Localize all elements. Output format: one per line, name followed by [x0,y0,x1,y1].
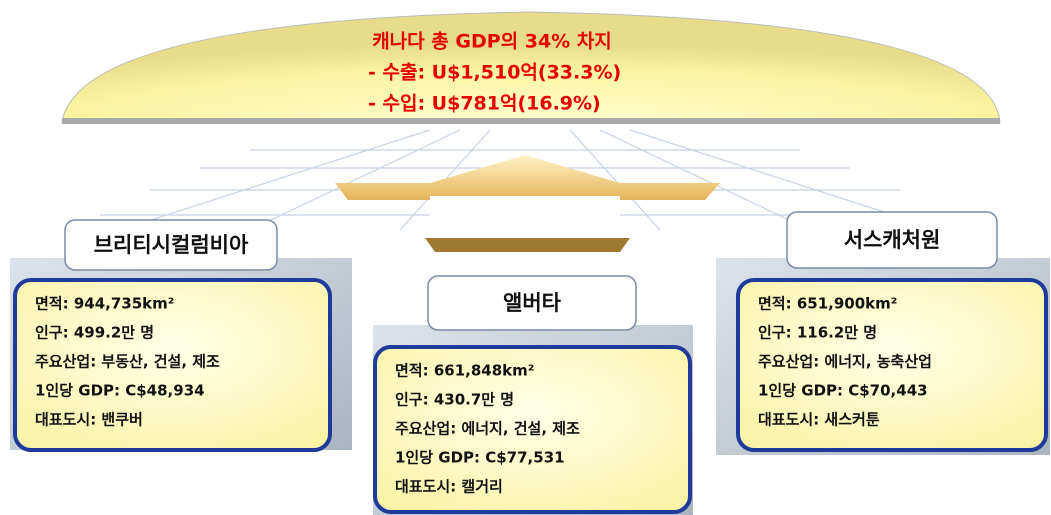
province-detail: 주요산업: 에너지, 건설, 제조 [395,420,580,438]
province-detail: 1인당 GDP: C$70,443 [758,382,928,400]
info-card [373,345,692,514]
header-line: 캐나다 총 GDP의 34% 차지 [372,31,612,53]
province-detail: 1인당 GDP: C$48,934 [35,382,205,400]
province-detail: 주요산업: 에너지, 농축산업 [758,353,932,371]
title-box [64,219,278,271]
province-name: 서스캐처원 [844,228,941,252]
province-detail: 대표도시: 캘거리 [395,478,503,496]
arrow-base [425,238,630,252]
province-detail: 면적: 944,735km² [35,295,174,313]
province-detail: 면적: 661,848km² [395,362,534,380]
province-name: 앨버타 [503,291,562,315]
title-box [427,275,637,331]
province-detail: 면적: 651,900km² [758,295,897,313]
province-detail: 인구: 430.7만 명 [395,391,514,409]
dome-base [62,118,1000,124]
province-detail: 인구: 116.2만 명 [758,324,877,342]
arrow-gap [430,196,620,238]
title-box [786,211,998,269]
province-detail: 대표도시: 밴쿠버 [35,411,143,429]
province-detail: 1인당 GDP: C$77,531 [395,449,565,467]
province-detail: 인구: 499.2만 명 [35,324,154,342]
province-detail: 대표도시: 새스커툰 [758,411,880,429]
info-card [736,278,1048,452]
info-card [13,278,332,452]
header-line: - 수입: U$781억(16.9%) [368,93,601,115]
header-line: - 수출: U$1,510억(33.3%) [368,62,621,84]
province-detail: 주요산업: 부동산, 건설, 제조 [35,353,220,371]
province-name: 브리티시컬럼비아 [94,233,249,257]
dome [61,11,1001,123]
